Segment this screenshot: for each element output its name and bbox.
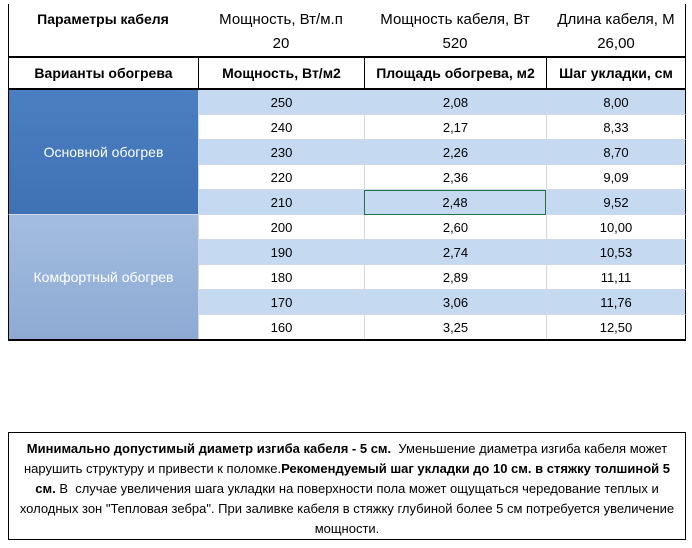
table-cell: 250 [198, 90, 364, 115]
table-cell: 2,89 [364, 265, 546, 290]
group-label: Основной обогрев [8, 90, 198, 215]
table-cell: 11,11 [546, 265, 686, 290]
param-value: 20 [272, 34, 290, 52]
table-cell: 220 [198, 165, 364, 190]
table-cell: 160 [198, 315, 364, 340]
table-cell: 2,60 [364, 215, 546, 240]
note-text: Уменьшение диаметра изгиба кабеля может … [23, 441, 671, 476]
table-cell: 10,00 [546, 215, 686, 240]
group-label: Комфортный обогрев [8, 215, 198, 340]
table-cell: 2,48 [364, 190, 546, 215]
column-header: Варианты обогрева [8, 56, 198, 90]
table-cell: 3,25 [364, 315, 546, 340]
table-cell: 190 [198, 240, 364, 265]
table-cell: 12,50 [546, 315, 686, 340]
table-cell: 170 [198, 290, 364, 315]
table-cell: 200 [198, 215, 364, 240]
table-cell: 8,70 [546, 140, 686, 165]
param-label: Длина кабеля, М [557, 10, 675, 28]
table-cell: 11,76 [546, 290, 686, 315]
table-cell: 210 [198, 190, 364, 215]
table-cell: 2,08 [364, 90, 546, 115]
table-cell: 10,53 [546, 240, 686, 265]
note-text: В случае увеличения шага укладки на пове… [19, 481, 678, 536]
note-text: Минимально допустимый диаметр изгиба каб… [26, 441, 392, 456]
table-cell: 8,00 [546, 90, 686, 115]
table-bottom [8, 339, 686, 341]
param-label: Параметры кабеля [37, 11, 169, 27]
table-cell: 2,17 [364, 115, 546, 140]
column-header: Мощность, Вт/м2 [198, 56, 364, 90]
table-cell: 8,33 [546, 115, 686, 140]
column-header: Площадь обогрева, м2 [364, 56, 546, 90]
param-value: 26,00 [597, 34, 635, 52]
table-cell: 2,36 [364, 165, 546, 190]
table-cell: 3,06 [364, 290, 546, 315]
table-cell: 240 [198, 115, 364, 140]
note-text: Рекомендуемый шаг укладки до 10 см. в ст… [35, 461, 674, 496]
table-cell: 180 [198, 265, 364, 290]
table-frame [8, 4, 686, 56]
column-header: Шаг укладки, см [546, 56, 686, 90]
note: Минимально допустимый диаметр изгиба каб… [8, 432, 686, 540]
table-cell: 230 [198, 140, 364, 165]
table-cell: 2,74 [364, 240, 546, 265]
param-value: 520 [442, 34, 468, 52]
param-label: Мощность, Вт/м.п [219, 10, 343, 28]
table-cell: 9,09 [546, 165, 686, 190]
param-label: Мощность кабеля, Вт [380, 10, 530, 28]
table-cell: 2,26 [364, 140, 546, 165]
table-cell: 9,52 [546, 190, 686, 215]
